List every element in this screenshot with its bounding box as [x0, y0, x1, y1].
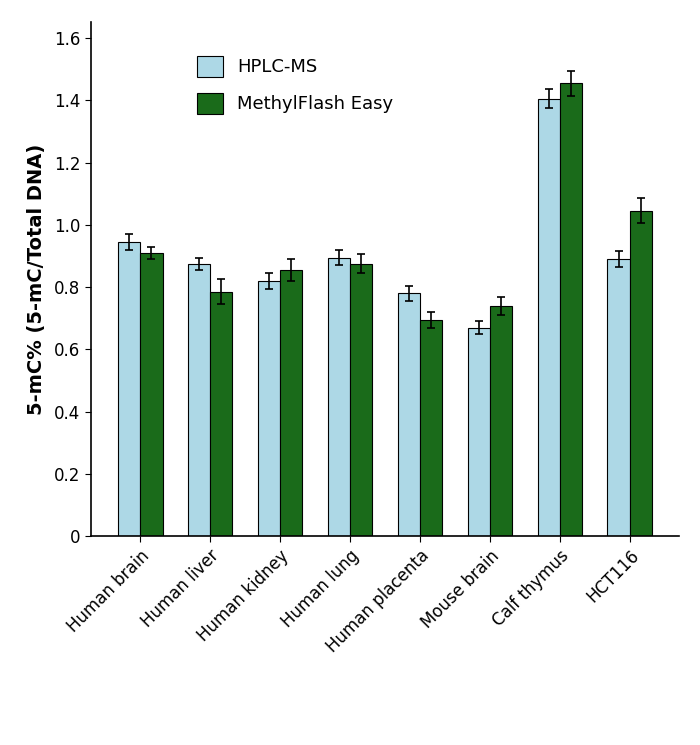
Bar — [210, 292, 232, 536]
Bar — [630, 211, 652, 536]
Bar — [608, 259, 630, 536]
Bar — [188, 264, 210, 536]
Bar — [420, 320, 442, 536]
Bar — [258, 281, 280, 536]
Bar — [560, 83, 582, 536]
Bar — [538, 98, 560, 536]
Bar — [490, 306, 512, 536]
Bar — [118, 242, 140, 536]
Bar — [350, 264, 372, 536]
Y-axis label: 5-mC% (5-mC/Total DNA): 5-mC% (5-mC/Total DNA) — [27, 144, 46, 415]
Bar — [140, 253, 162, 536]
Bar — [280, 270, 302, 536]
Legend: HPLC-MS, MethylFlash Easy: HPLC-MS, MethylFlash Easy — [188, 47, 402, 123]
Bar — [468, 328, 490, 536]
Bar — [398, 294, 420, 536]
Bar — [328, 258, 350, 536]
